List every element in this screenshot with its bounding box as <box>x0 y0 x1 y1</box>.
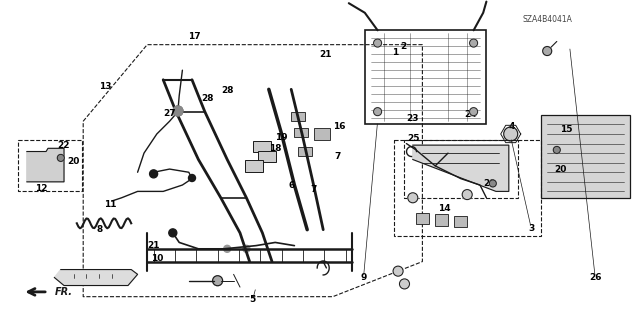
Bar <box>454 216 467 227</box>
Text: 3: 3 <box>528 224 534 233</box>
Bar <box>294 128 308 137</box>
Text: 25: 25 <box>407 134 420 143</box>
Text: 2: 2 <box>400 42 406 51</box>
Text: 16: 16 <box>333 122 346 130</box>
Circle shape <box>399 279 410 289</box>
Circle shape <box>374 39 381 47</box>
Text: 18: 18 <box>269 144 282 153</box>
Circle shape <box>169 229 177 237</box>
Circle shape <box>212 276 223 286</box>
Text: 17: 17 <box>188 32 200 41</box>
Text: 6: 6 <box>288 181 294 189</box>
Text: 28: 28 <box>202 94 214 103</box>
Text: 13: 13 <box>99 82 112 91</box>
Bar <box>416 213 429 224</box>
Circle shape <box>224 245 230 252</box>
Text: 4: 4 <box>509 122 515 130</box>
Text: 8: 8 <box>96 225 102 234</box>
Text: 11: 11 <box>104 200 116 209</box>
Polygon shape <box>54 270 138 286</box>
Text: 1: 1 <box>392 48 399 57</box>
Bar <box>435 214 448 226</box>
Text: 20: 20 <box>554 165 566 174</box>
Circle shape <box>470 108 477 116</box>
Circle shape <box>408 193 418 203</box>
Circle shape <box>504 127 518 141</box>
Circle shape <box>374 108 381 116</box>
Text: 22: 22 <box>58 141 70 150</box>
Circle shape <box>393 266 403 276</box>
Text: 20: 20 <box>483 179 496 188</box>
Text: 14: 14 <box>438 204 451 213</box>
Circle shape <box>462 189 472 200</box>
Text: 21: 21 <box>147 241 160 250</box>
Text: 28: 28 <box>221 86 234 95</box>
Text: SZA4B4041A: SZA4B4041A <box>522 15 572 24</box>
Circle shape <box>189 174 195 182</box>
Text: 19: 19 <box>275 133 288 142</box>
Bar <box>394 140 541 236</box>
Circle shape <box>543 47 552 56</box>
Circle shape <box>470 39 477 47</box>
Text: 27: 27 <box>163 109 176 118</box>
Text: 5: 5 <box>250 295 256 304</box>
Text: 15: 15 <box>560 125 573 134</box>
Bar <box>365 30 486 124</box>
Text: 24: 24 <box>464 110 477 119</box>
Circle shape <box>173 106 183 116</box>
Text: 26: 26 <box>589 273 602 282</box>
Text: 7: 7 <box>310 185 317 194</box>
Bar <box>404 140 518 198</box>
Text: 10: 10 <box>150 254 163 263</box>
Polygon shape <box>413 145 509 191</box>
Circle shape <box>490 180 496 187</box>
Circle shape <box>243 245 250 252</box>
Text: 12: 12 <box>35 184 48 193</box>
Circle shape <box>150 170 157 178</box>
Text: 23: 23 <box>406 114 419 122</box>
Bar <box>258 151 276 162</box>
Polygon shape <box>27 148 64 182</box>
Circle shape <box>58 154 64 161</box>
Text: 9: 9 <box>360 273 367 282</box>
Bar <box>298 147 312 156</box>
Text: FR.: FR. <box>54 287 72 297</box>
Bar <box>314 128 330 140</box>
Bar <box>245 160 263 172</box>
Bar <box>253 141 271 152</box>
Text: 21: 21 <box>319 50 332 59</box>
Bar <box>541 115 630 198</box>
Bar <box>291 112 305 121</box>
Text: 7: 7 <box>334 152 340 161</box>
Text: 20: 20 <box>67 157 80 166</box>
Circle shape <box>554 146 560 153</box>
